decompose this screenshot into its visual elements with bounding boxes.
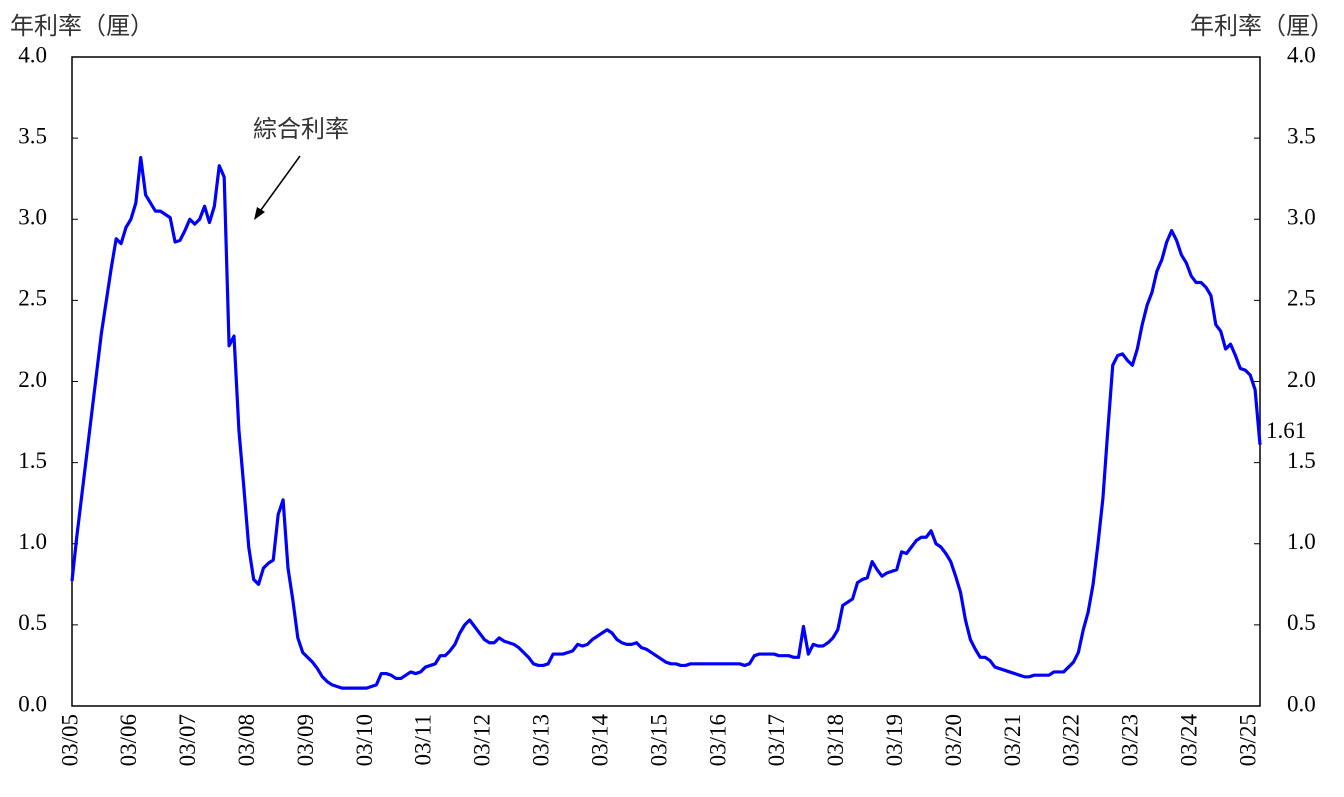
y2-tick-label: 3.5 <box>1287 123 1316 148</box>
line-series <box>70 156 1262 690</box>
end-value-label: 1.61 <box>1266 418 1306 443</box>
y-tick-label: 1.5 <box>18 448 47 473</box>
x-tick-label: 03/14 <box>587 714 612 767</box>
y2-tick-label: 0.0 <box>1287 691 1316 716</box>
x-tick-label: 03/13 <box>529 714 554 766</box>
x-tick-label: 03/08 <box>234 714 259 766</box>
x-tick-label: 03/23 <box>1118 714 1143 766</box>
x-tick-label: 03/16 <box>705 714 730 766</box>
x-tick-label: 03/15 <box>646 714 671 766</box>
y-tick-label: 0.0 <box>18 691 47 716</box>
x-tick-label: 03/06 <box>116 714 141 766</box>
x-tick-label: 03/22 <box>1059 714 1084 766</box>
y2-tick-label: 3.0 <box>1287 205 1316 230</box>
x-tick-label: 03/19 <box>882 714 907 766</box>
x-tick-label: 03/07 <box>175 714 200 766</box>
plot-frame <box>71 56 1261 707</box>
x-tick-label: 03/12 <box>470 714 495 766</box>
x-tick-label: 03/25 <box>1235 714 1260 766</box>
x-tick-label: 03/17 <box>764 714 789 766</box>
y2-axis-label: 年利率（厘） <box>1190 12 1334 40</box>
x-tick-label: 03/05 <box>57 714 82 766</box>
y-tick-label: 4.0 <box>18 42 47 67</box>
y-tick-label: 1.0 <box>18 529 47 554</box>
x-tick-label: 03/21 <box>1000 714 1025 766</box>
y2-tick-label: 1.5 <box>1287 448 1316 473</box>
x-tick-label: 03/18 <box>823 714 848 766</box>
x-tick-label: 03/24 <box>1177 714 1202 767</box>
x-tick-label: 03/11 <box>411 714 436 766</box>
y-axis-label: 年利率（厘） <box>10 12 154 40</box>
arrow-head <box>254 207 265 220</box>
annotation-arrow <box>257 155 301 215</box>
y-tick-label: 0.5 <box>18 610 47 635</box>
x-tick-label: 03/09 <box>293 714 318 766</box>
x-tick-label: 03/20 <box>941 714 966 766</box>
y-tick-label: 2.5 <box>18 286 47 311</box>
x-tick-label: 03/10 <box>352 714 377 766</box>
y-tick-label: 2.0 <box>18 367 47 392</box>
y2-tick-label: 0.5 <box>1287 610 1316 635</box>
annotation: 綜合利率 <box>253 115 349 143</box>
y2-tick-label: 4.0 <box>1287 42 1316 67</box>
y2-tick-label: 2.0 <box>1287 367 1316 392</box>
y-tick-label: 3.0 <box>18 205 47 230</box>
y2-tick-label: 1.0 <box>1287 529 1316 554</box>
y2-tick-label: 2.5 <box>1287 286 1316 311</box>
y-tick-label: 3.5 <box>18 123 47 148</box>
